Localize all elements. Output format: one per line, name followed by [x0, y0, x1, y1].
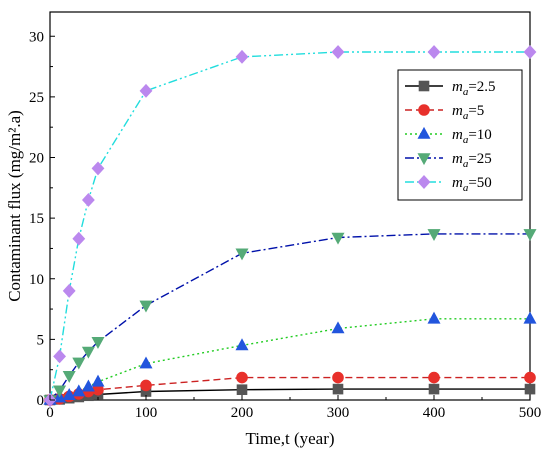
- data-point: [81, 379, 95, 392]
- data-point: [91, 336, 105, 349]
- legend-label: ma=10: [452, 127, 492, 146]
- data-point: [523, 45, 537, 59]
- data-point: [332, 371, 344, 384]
- legend-subscript: a: [463, 158, 469, 170]
- y-axis-title: Contaminant flux (mg/m².a): [5, 110, 24, 302]
- legend-subscript: a: [463, 86, 469, 98]
- legend-variable: m: [452, 175, 463, 191]
- legend-box: [397, 69, 523, 201]
- data-point: [427, 311, 441, 324]
- data-point: [331, 232, 345, 245]
- data-point: [235, 248, 249, 261]
- data-point: [72, 231, 86, 246]
- legend-marker: [417, 175, 431, 189]
- data-point: [331, 321, 345, 334]
- legend-marker: [418, 80, 430, 92]
- x-tick-label: 500: [519, 405, 542, 421]
- series-line: [49, 51, 530, 401]
- y-tick-label: 10: [29, 272, 44, 288]
- y-tick-label: 15: [29, 211, 44, 227]
- x-tick-label: 400: [423, 405, 446, 421]
- legend-subscript: a: [463, 134, 469, 146]
- y-tick-label: 5: [37, 332, 45, 348]
- x-axis: 0 100 200 300 400 500: [46, 395, 541, 421]
- data-point: [140, 379, 152, 392]
- legend-variable: m: [452, 151, 463, 167]
- data-point: [524, 371, 536, 384]
- legend-value: =50: [468, 175, 491, 191]
- legend-marker: [418, 104, 430, 116]
- data-point: [139, 300, 153, 313]
- legend-value: =2.5: [468, 79, 495, 95]
- legend-value: =5: [468, 103, 484, 119]
- data-point: [91, 374, 105, 387]
- data-point: [523, 229, 537, 242]
- y-tick-label: 30: [29, 29, 44, 45]
- data-point: [72, 384, 86, 397]
- data-point: [53, 385, 67, 398]
- legend-variable: m: [452, 79, 463, 95]
- data-point: [53, 349, 67, 364]
- data-point: [62, 388, 76, 400]
- data-point: [428, 371, 440, 384]
- x-tick-label: 100: [135, 405, 158, 421]
- legend-label: ma=2.5: [452, 79, 496, 98]
- legend-subscript: a: [463, 182, 469, 194]
- data-point: [81, 192, 95, 207]
- legend-label: ma=50: [452, 175, 492, 194]
- data-point: [332, 383, 344, 395]
- x-tick-label: 0: [46, 405, 54, 421]
- data-point: [331, 45, 345, 59]
- legend-marker: [417, 126, 431, 139]
- y-tick-label: 0: [37, 393, 45, 409]
- data-point: [139, 356, 153, 369]
- legend-label: ma=25: [452, 151, 492, 170]
- series-layer: [43, 45, 537, 408]
- data-point: [236, 371, 248, 384]
- data-point: [428, 383, 440, 395]
- data-point: [523, 311, 537, 324]
- data-point: [91, 161, 105, 176]
- data-point: [524, 383, 536, 395]
- legend-variable: m: [452, 127, 463, 143]
- data-point: [235, 49, 249, 64]
- x-tick-label: 300: [327, 405, 350, 421]
- y-tick-label: 25: [29, 90, 44, 106]
- data-point: [236, 384, 248, 395]
- data-point: [62, 370, 76, 383]
- legend-subscript: a: [463, 110, 469, 122]
- y-axis: 0 5 10 15 20 25 30: [29, 29, 55, 409]
- data-point: [139, 83, 153, 98]
- data-point: [81, 346, 95, 359]
- legend-value: =10: [468, 127, 491, 143]
- legend-marker: [417, 153, 431, 166]
- y-tick-label: 20: [29, 151, 44, 167]
- x-axis-title: Time,t (year): [245, 429, 334, 448]
- data-point: [72, 357, 86, 370]
- legend-variable: m: [452, 103, 463, 119]
- data-point: [427, 229, 441, 242]
- x-tick-label: 200: [231, 405, 254, 421]
- legend-label: ma=5: [452, 103, 484, 122]
- data-point: [62, 283, 76, 298]
- data-point: [235, 338, 249, 351]
- legend-value: =25: [468, 151, 491, 167]
- data-point: [427, 45, 441, 59]
